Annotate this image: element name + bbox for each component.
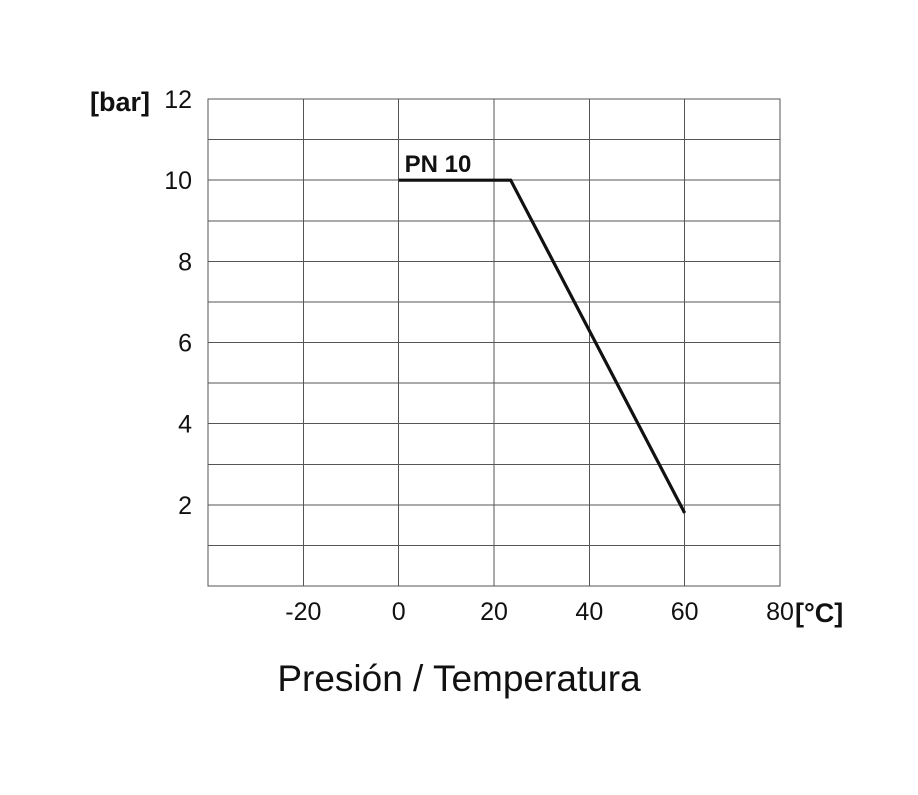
y-tick-label: 4 <box>178 411 192 439</box>
y-tick-label: 8 <box>178 248 192 276</box>
x-tick-label: 80 <box>766 598 794 626</box>
x-axis-unit-label: [°C] <box>795 598 843 628</box>
x-tick-label: 60 <box>671 598 699 626</box>
chart-title: Presión / Temperatura <box>277 658 641 699</box>
grid-lines <box>208 99 780 586</box>
series-layer: PN 10 <box>398 151 687 514</box>
plot-frame <box>207 98 781 587</box>
y-tick-label: 10 <box>164 167 192 195</box>
y-tick-label: 12 <box>164 86 192 114</box>
x-tick-label: 20 <box>480 598 508 626</box>
x-tick-label: 40 <box>575 598 603 626</box>
series-line <box>398 178 687 514</box>
y-axis-unit-label: [bar] <box>90 87 150 117</box>
tick-labels: -20 0 20 40 60 80 2 4 6 8 10 12 <box>164 86 794 626</box>
y-tick-label: 2 <box>178 492 192 520</box>
y-tick-label: 6 <box>178 330 192 358</box>
x-tick-label: -20 <box>285 598 321 626</box>
series-label: PN 10 <box>405 151 472 178</box>
x-tick-label: 0 <box>392 598 406 626</box>
